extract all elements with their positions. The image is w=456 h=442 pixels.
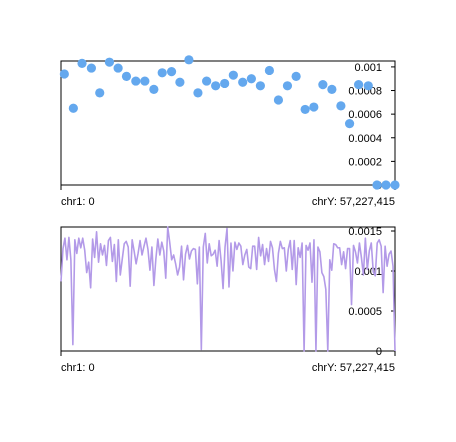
scatter-point — [372, 180, 382, 190]
scatter-point — [255, 81, 265, 91]
scatter-point — [175, 77, 185, 87]
scatter-point — [264, 65, 275, 76]
scatter-point — [211, 81, 221, 91]
scatter-point — [246, 74, 256, 84]
scatter-point — [273, 95, 284, 105]
y-tick-label: 0.0004 — [348, 133, 382, 145]
scatter-point — [238, 77, 248, 87]
scatter-x-start-label: chr1: 0 — [61, 196, 95, 208]
line-x-start-label: chr1: 0 — [61, 362, 95, 374]
scatter-point — [327, 84, 337, 94]
scatter-point — [318, 80, 328, 90]
line-plot-frame — [60, 226, 396, 352]
scatter-point — [121, 71, 132, 81]
scatter-point — [228, 70, 238, 80]
y-tick-label: 0.0005 — [348, 306, 382, 318]
scatter-point — [113, 63, 123, 73]
scatter-x-end-label: chrY: 57,227,415 — [312, 196, 395, 208]
scatter-point — [140, 76, 150, 86]
scatter-point — [300, 104, 310, 115]
y-tick-label: 0.0015 — [348, 226, 382, 238]
scatter-point — [131, 76, 141, 86]
scatter-point — [381, 180, 391, 190]
scatter-point — [184, 55, 194, 65]
scatter-point — [193, 88, 203, 98]
scatter-point — [220, 78, 230, 89]
scatter-point — [390, 180, 400, 190]
scatter-point — [68, 103, 78, 113]
scatter-point — [344, 118, 355, 129]
scatter-point — [309, 102, 319, 112]
scatter-point — [95, 88, 105, 98]
scatter-point — [291, 71, 301, 81]
scatter-point — [59, 69, 69, 79]
scatter-plot-frame — [60, 60, 396, 186]
scatter-point — [157, 68, 167, 78]
scatter-point — [353, 80, 364, 90]
y-tick-label: 0.001 — [354, 62, 382, 74]
scatter-point — [104, 57, 115, 67]
scatter-point — [336, 101, 346, 111]
y-tick-label: 0 — [376, 346, 382, 358]
scatter-point — [86, 63, 96, 73]
y-tick-label: 0.0002 — [348, 156, 382, 168]
line-x-end-label: chrY: 57,227,415 — [312, 362, 395, 374]
scatter-point — [363, 81, 373, 91]
scatter-point — [149, 84, 159, 94]
series-line — [60, 226, 396, 352]
scatter-points — [59, 55, 400, 190]
scatter-point — [77, 58, 87, 68]
scatter-point — [202, 76, 212, 86]
line-series — [60, 226, 396, 352]
scatter-point — [166, 67, 177, 77]
scatter-point — [282, 81, 293, 91]
y-tick-label: 0.0006 — [348, 109, 382, 121]
